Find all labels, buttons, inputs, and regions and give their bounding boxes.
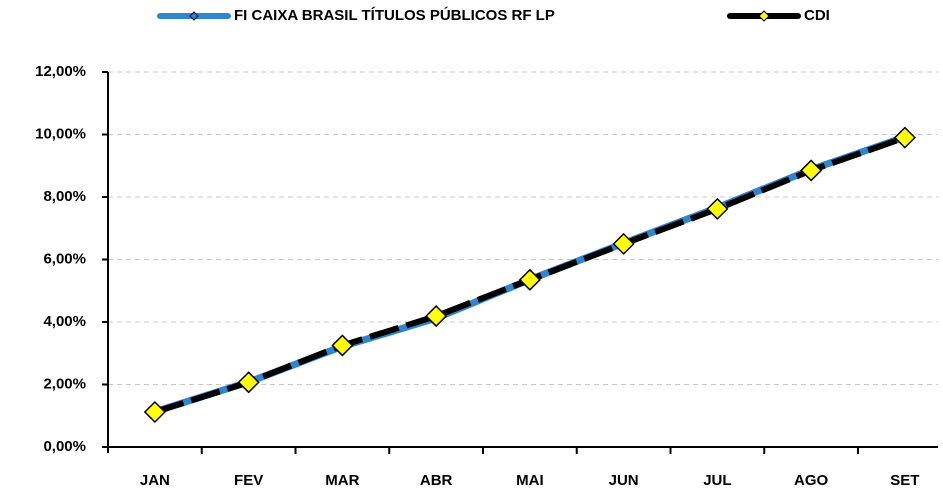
y-tick-label: 10,00%: [35, 125, 86, 142]
y-tick-label: 8,00%: [43, 188, 86, 205]
y-tick-label: 2,00%: [43, 375, 86, 392]
x-tick-label: AGO: [794, 472, 829, 489]
legend-label: CDI: [804, 7, 830, 24]
legend-marker: [758, 10, 770, 22]
x-tick-label: MAI: [516, 472, 544, 489]
x-tick-label: JUN: [609, 472, 639, 489]
x-tick-label: MAR: [325, 472, 359, 489]
series-marker: [800, 159, 823, 182]
x-tick-label: JAN: [140, 472, 170, 489]
series-marker: [706, 197, 729, 220]
x-tick-label: ABR: [420, 472, 453, 489]
y-tick-label: 6,00%: [43, 250, 86, 267]
legend-label: FI CAIXA BRASIL TÍTULOS PÚBLICOS RF LP: [234, 6, 555, 24]
series-marker: [893, 126, 916, 149]
series-marker: [237, 371, 260, 394]
series-marker: [425, 305, 448, 328]
y-tick-label: 0,00%: [43, 438, 86, 455]
series-marker: [331, 334, 354, 357]
y-tick-label: 4,00%: [43, 313, 86, 330]
series-marker: [612, 232, 635, 255]
series-marker: [518, 268, 541, 291]
y-tick-label: 12,00%: [35, 63, 86, 80]
x-tick-label: FEV: [234, 472, 263, 489]
legend-marker: [189, 11, 199, 21]
x-tick-label: JUL: [703, 472, 731, 489]
x-tick-label: SET: [890, 472, 919, 489]
series-marker: [143, 400, 166, 424]
